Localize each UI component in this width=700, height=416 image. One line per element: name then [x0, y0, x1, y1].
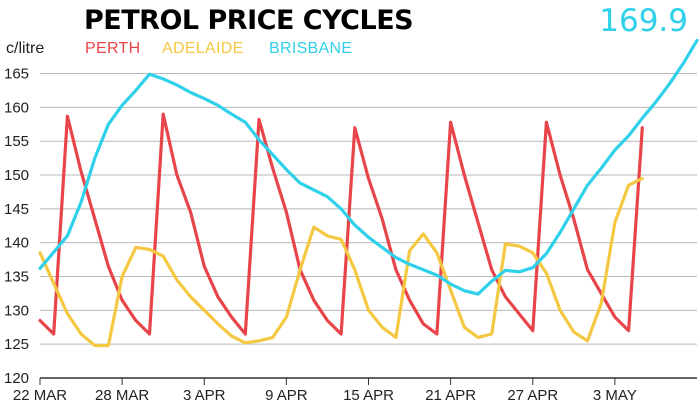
y-tick-label: 155: [4, 133, 29, 150]
x-tick-label: 3 APR: [183, 387, 226, 404]
y-tick-label: 135: [4, 269, 29, 286]
chart-title: PETROL PRICE CYCLES: [84, 5, 414, 36]
y-tick-label: 130: [4, 302, 29, 319]
x-tick-label: 15 APR: [343, 387, 394, 404]
y-tick-label: 120: [4, 370, 29, 387]
y-tick-label: 150: [4, 167, 29, 184]
x-tick-label: 9 APR: [265, 387, 308, 404]
y-tick-label: 125: [4, 336, 29, 353]
x-tick-label: 22 MAR: [13, 387, 67, 404]
latest-value-label: 169.9: [599, 3, 688, 39]
y-axis-unit: c/litre: [6, 40, 45, 57]
y-tick-label: 165: [4, 66, 29, 83]
x-tick-label: 3 MAY: [593, 387, 637, 404]
legend-adelaide: ADELAIDE: [162, 40, 244, 57]
x-tick-label: 28 MAR: [95, 387, 149, 404]
y-tick-label: 160: [4, 99, 29, 116]
legend-brisbane: BRISBANE: [269, 40, 353, 57]
series-line-adelaide: [38, 176, 644, 348]
y-tick-label: 145: [4, 201, 29, 218]
series-line-brisbane: [38, 38, 699, 296]
series-line-perth: [38, 112, 644, 336]
x-tick-label: 27 APR: [507, 387, 558, 404]
x-tick-label: 21 APR: [425, 387, 476, 404]
y-tick-label: 140: [4, 235, 29, 252]
legend-perth: PERTH: [85, 40, 141, 57]
